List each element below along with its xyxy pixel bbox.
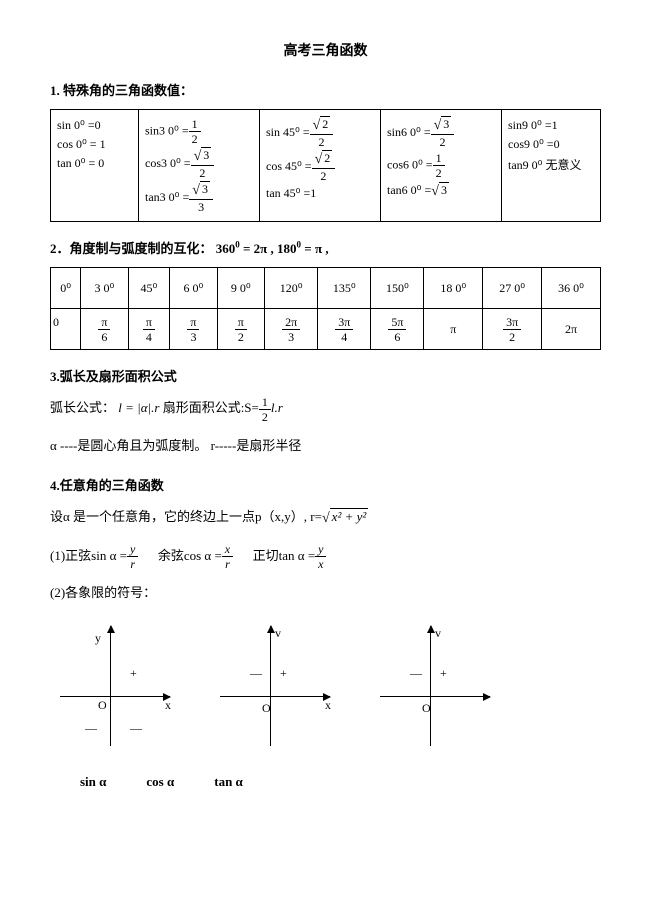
special-values-table: sin 0⁰ =0 cos 0⁰ = 1 tan 0⁰ = 0 sin3 0⁰ … <box>50 109 601 222</box>
cell: cos9 0⁰ =0 <box>508 137 594 152</box>
s4l1b: x² + y² <box>330 508 369 524</box>
area-suffix: l.r <box>271 400 283 415</box>
quadrant-diagrams: y x O + — — v x O — + v O — + <box>60 626 601 766</box>
table-cell: 27 0⁰ <box>483 268 542 309</box>
page-title: 高考三角函数 <box>50 40 601 60</box>
cell: cos 0⁰ = 1 <box>57 137 132 152</box>
tan-label: 正切tan α = <box>253 548 316 563</box>
table-cell: π2 <box>217 309 264 350</box>
cap-tan: tan α <box>214 774 243 790</box>
table-cell: 5π6 <box>371 309 424 350</box>
diagram-captions: sin α cos α tan α <box>80 774 601 790</box>
arc-formula-line: 弧长公式： l = |α|.r 扇形面积公式:S=12l.r <box>50 395 601 423</box>
diagram-tan: v O — + <box>380 626 510 766</box>
cos-label: 余弦cos α = <box>158 548 222 563</box>
table-cell: 45⁰ <box>128 268 170 309</box>
diagram-sin: y x O + — — <box>60 626 190 766</box>
cell: sin3 0⁰ = <box>145 123 189 137</box>
cell: cos3 0⁰ = <box>145 156 191 170</box>
q2: — <box>250 666 262 681</box>
cell: tan3 0⁰ = <box>145 190 189 204</box>
table-cell: 3 0⁰ <box>81 268 128 309</box>
section2-head: 2．角度制与弧度制的互化： 3600 = 2π , 1800 = π , <box>50 238 601 257</box>
origin-label: O <box>262 701 271 716</box>
table-cell: 36 0⁰ <box>542 268 601 309</box>
table-cell: 120⁰ <box>265 268 318 309</box>
sin-label: (1)正弦sin α = <box>50 548 127 563</box>
table-cell: 2π3 <box>265 309 318 350</box>
eq2pi: = 2π , <box>240 241 277 256</box>
table-cell: 150⁰ <box>371 268 424 309</box>
table-cell: 2π <box>542 309 601 350</box>
s4-line1: 设α 是一个任意角，它的终边上一点p（x,y）, r=√x² + y² <box>50 504 601 533</box>
q3: — <box>85 721 97 736</box>
origin-label: O <box>422 701 431 716</box>
cell: tan 0⁰ = 0 <box>57 156 132 171</box>
eqpi: = π , <box>301 241 329 256</box>
deg360: 360 <box>216 241 236 256</box>
q1: + <box>280 666 287 681</box>
cell: tan9 0⁰ 无意义 <box>508 156 594 173</box>
cell: cos 45⁰ = <box>266 159 312 173</box>
axis-x-label: x <box>325 698 331 713</box>
diagram-cos: v x O — + <box>220 626 350 766</box>
arc-formula: l = |α|.r <box>118 400 159 415</box>
table-cell: 3π2 <box>483 309 542 350</box>
table-cell: π <box>424 309 483 350</box>
s2-label: 2．角度制与弧度制的互化： <box>50 241 213 256</box>
axis-y-label: y <box>95 631 101 646</box>
table-cell: 6 0⁰ <box>170 268 217 309</box>
table-cell: π4 <box>128 309 170 350</box>
cell: sin6 0⁰ = <box>387 125 431 139</box>
table-cell: 3π4 <box>318 309 371 350</box>
arc-label: 弧长公式： <box>50 400 115 415</box>
q1: + <box>130 666 137 681</box>
table-cell: 0⁰ <box>51 268 81 309</box>
section1-head: 1. 特殊角的三角函数值： <box>50 80 601 99</box>
cell: tan6 0⁰ = <box>387 183 431 197</box>
table-cell: 9 0⁰ <box>217 268 264 309</box>
axis-x-label: x <box>165 698 171 713</box>
conversion-table: 0⁰3 0⁰45⁰6 0⁰9 0⁰120⁰135⁰150⁰18 0⁰27 0⁰3… <box>50 267 601 350</box>
cell: cos6 0⁰ = <box>387 157 433 171</box>
cell: sin 0⁰ =0 <box>57 118 132 133</box>
s4-defs: (1)正弦sin α =yr 余弦cos α =xr 正切tan α =yx <box>50 543 601 571</box>
axis-y-label: v <box>435 626 441 641</box>
s4l1a: 设α 是一个任意角，它的终边上一点p（x,y）, r= <box>50 509 322 524</box>
cell: sin9 0⁰ =1 <box>508 118 594 133</box>
area-label: 扇形面积公式:S= <box>163 400 259 415</box>
deg180: 180 <box>277 241 297 256</box>
section3-head: 3.弧长及扇形面积公式 <box>50 366 601 385</box>
axis-y-label: v <box>275 626 281 641</box>
table-cell: π3 <box>170 309 217 350</box>
section4-head: 4.任意角的三角函数 <box>50 475 601 494</box>
cap-cos: cos α <box>146 774 174 790</box>
cell: sin 45⁰ = <box>266 125 310 139</box>
arc-note: α ----是圆心角且为弧度制。 r-----是扇形半径 <box>50 433 601 459</box>
table-cell: 135⁰ <box>318 268 371 309</box>
q2: — <box>410 666 422 681</box>
origin-label: O <box>98 698 107 713</box>
table-cell: 18 0⁰ <box>424 268 483 309</box>
cell: tan 45⁰ =1 <box>266 186 374 201</box>
table-cell: 0 <box>51 309 81 350</box>
table-cell: π6 <box>81 309 128 350</box>
cap-sin: sin α <box>80 774 106 790</box>
q4: — <box>130 721 142 736</box>
s4-line3: (2)各象限的符号： <box>50 580 601 606</box>
q1: + <box>440 666 447 681</box>
